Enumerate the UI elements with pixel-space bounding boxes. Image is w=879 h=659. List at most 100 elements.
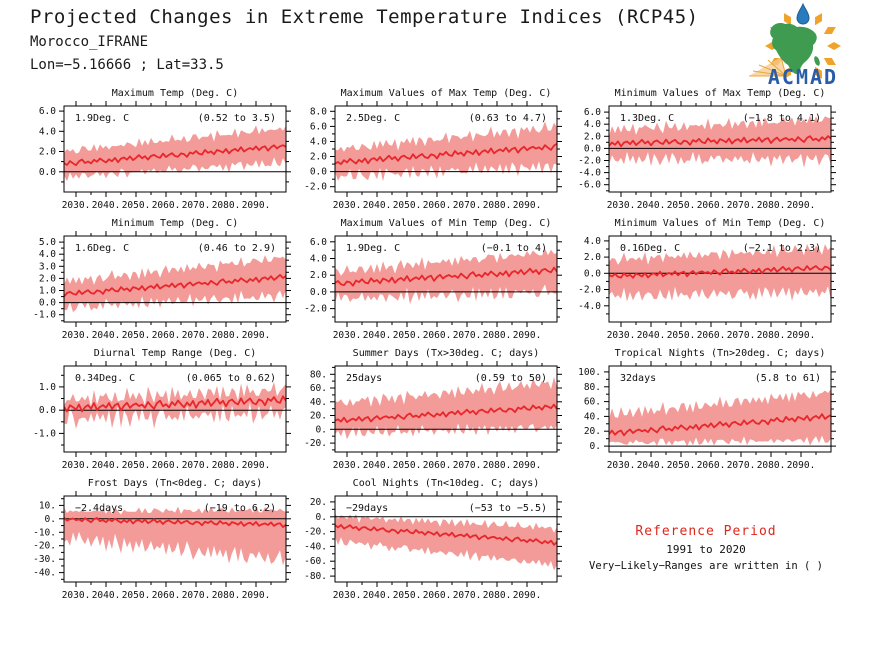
svg-text:6.0: 6.0 <box>310 121 327 132</box>
annotation-range: (0.065 to 0.62) <box>185 373 276 384</box>
svg-text:2030.: 2030. <box>62 200 91 211</box>
svg-text:4.0: 4.0 <box>584 236 601 247</box>
svg-text:2090.: 2090. <box>513 330 542 341</box>
plot-svg: -1.00.01.0 2.03.04.05.0 2030. 2040. 2050. 206… <box>33 231 291 341</box>
svg-text:2040.: 2040. <box>92 200 121 211</box>
svg-text:2090.: 2090. <box>787 330 816 341</box>
svg-text:2070.: 2070. <box>727 460 756 471</box>
svg-text:2090.: 2090. <box>513 460 542 471</box>
annotation-range: (−2.1 to 2.3) <box>742 243 821 254</box>
annotation-range: (0.52 to 3.5) <box>197 113 276 124</box>
svg-text:0.: 0. <box>316 424 327 435</box>
svg-text:20.: 20. <box>310 411 327 422</box>
svg-text:-2.0: -2.0 <box>304 182 327 193</box>
plot-canvas: -80. -60. -40. -20. 0. 20. 2030. 2040. 2050. 2060… <box>299 490 565 606</box>
chart-cool-nights: Cool Nights (Tn<10deg. C; days) -80. -60.… <box>299 478 565 606</box>
page-title: Projected Changes in Extreme Temperature… <box>30 6 699 28</box>
svg-text:2080.: 2080. <box>757 460 786 471</box>
svg-text:-4.0: -4.0 <box>578 168 601 179</box>
svg-text:0.: 0. <box>316 512 327 523</box>
svg-text:-2.0: -2.0 <box>578 156 601 167</box>
svg-text:2050.: 2050. <box>393 590 422 601</box>
svg-text:2060.: 2060. <box>152 460 181 471</box>
annotation-value: 0.16Deg. C <box>620 243 681 254</box>
svg-text:2.0: 2.0 <box>39 273 56 284</box>
svg-text:6.0: 6.0 <box>310 237 327 248</box>
svg-text:2030.: 2030. <box>333 590 362 601</box>
svg-text:1.0: 1.0 <box>39 286 56 297</box>
svg-text:2030.: 2030. <box>607 200 636 211</box>
svg-text:0.0: 0.0 <box>584 268 601 279</box>
svg-text:2050.: 2050. <box>393 200 422 211</box>
svg-text:2090.: 2090. <box>242 330 271 341</box>
plot-svg: -80. -60. -40. -20. 0. 20. 2030. 2040. 2050. 2060… <box>304 491 562 601</box>
svg-text:2050.: 2050. <box>667 330 696 341</box>
svg-text:0.: 0. <box>590 441 601 452</box>
plot-canvas: -2.0 0.0 2.0 4.0 6.0 8.0 2030. 2040. 2050. 2060. 2… <box>299 100 565 216</box>
svg-text:2070.: 2070. <box>453 200 482 211</box>
svg-text:2040.: 2040. <box>92 590 121 601</box>
svg-text:2040.: 2040. <box>637 460 666 471</box>
svg-text:80.: 80. <box>584 382 601 393</box>
plot-canvas: -40. -30. -20. -10. 0. 10. 2030. 2040. 2050. 2060… <box>28 490 294 606</box>
svg-text:2040.: 2040. <box>363 330 392 341</box>
annotation-range: (−1.8 to 4.1) <box>742 113 821 124</box>
svg-text:60.: 60. <box>310 383 327 394</box>
fan-mesh-icon <box>749 56 787 77</box>
svg-text:4.0: 4.0 <box>310 137 327 148</box>
svg-text:2040.: 2040. <box>637 330 666 341</box>
annotation-range: (−0.1 to 4) <box>480 243 547 254</box>
svg-text:2080.: 2080. <box>757 200 786 211</box>
location-label: Morocco_IFRANE <box>30 34 149 50</box>
svg-text:-2.0: -2.0 <box>578 285 601 296</box>
svg-text:2070.: 2070. <box>453 590 482 601</box>
plot-svg: -40. -30. -20. -10. 0. 10. 2030. 2040. 2050. 2060… <box>33 491 291 601</box>
svg-text:2070.: 2070. <box>727 330 756 341</box>
chart-max-of-min-temp: Maximum Values of Min Temp (Deg. C) -2.0… <box>299 218 565 346</box>
chart-diurnal-temp-range: Diurnal Temp Range (Deg. C) -1.0 0.0 1.0 20… <box>28 348 294 476</box>
svg-text:2060.: 2060. <box>423 460 452 471</box>
plot-canvas: -20. 0. 20. 40. 60. 80. 2030. 2040. 2050. 2060. 20… <box>299 360 565 476</box>
svg-text:2060.: 2060. <box>697 200 726 211</box>
chart-title: Minimum Values of Max Temp (Deg. C) <box>614 88 826 99</box>
svg-text:2070.: 2070. <box>182 460 211 471</box>
svg-text:2090.: 2090. <box>242 200 271 211</box>
svg-text:2030.: 2030. <box>62 330 91 341</box>
svg-text:2080.: 2080. <box>483 460 512 471</box>
svg-text:2060.: 2060. <box>697 460 726 471</box>
africa-map-icon <box>770 23 820 75</box>
annotation-range: (0.63 to 4.7) <box>468 113 547 124</box>
svg-text:-80.: -80. <box>304 571 327 582</box>
plot-svg: 0.20.40.60.80.100.2030. 2040. 2050. 2060. 20… <box>578 361 836 471</box>
svg-text:2090.: 2090. <box>787 460 816 471</box>
svg-text:2080.: 2080. <box>483 330 512 341</box>
svg-text:2050.: 2050. <box>122 200 151 211</box>
svg-text:2050.: 2050. <box>122 590 151 601</box>
svg-text:2040.: 2040. <box>92 330 121 341</box>
svg-text:0.0: 0.0 <box>584 143 601 154</box>
chart-min-of-min-temp: Minimum Values of Min Temp (Deg. C) -4.0… <box>573 218 839 346</box>
chart-max-of-max-temp: Maximum Values of Max Temp (Deg. C) -2.0… <box>299 88 565 216</box>
annotation-value: 1.6Deg. C <box>75 243 130 254</box>
annotation-value: 2.5Deg. C <box>346 113 401 124</box>
svg-text:2060.: 2060. <box>152 590 181 601</box>
plot-svg: -2.0 0.0 2.0 4.0 6.0 2030. 2040. 2050. 2060. 2070… <box>304 231 562 341</box>
reference-period-block: Reference Period 1991 to 2020 Very−Likel… <box>573 524 839 572</box>
acmad-logo: ACMAD <box>741 2 869 89</box>
coordinates-label: Lon=−5.16666 ; Lat=33.5 <box>30 57 224 73</box>
svg-text:0.0: 0.0 <box>310 167 327 178</box>
svg-text:0.0: 0.0 <box>39 405 56 416</box>
annotation-range: (5.8 to 61) <box>754 373 821 384</box>
chart-title: Maximum Temp (Deg. C) <box>111 88 239 99</box>
chart-maximum-temp: Maximum Temp (Deg. C) 0.0 2.0 4.0 6.0 2030. 2… <box>28 88 294 216</box>
chart-title: Cool Nights (Tn<10deg. C; days) <box>352 478 540 489</box>
svg-text:0.0: 0.0 <box>39 298 56 309</box>
svg-text:4.0: 4.0 <box>584 119 601 130</box>
acmad-logo-text: ACMAD <box>768 65 838 86</box>
svg-text:2050.: 2050. <box>122 460 151 471</box>
svg-text:2030.: 2030. <box>607 460 636 471</box>
svg-text:2050.: 2050. <box>667 460 696 471</box>
svg-text:20.: 20. <box>584 426 601 437</box>
